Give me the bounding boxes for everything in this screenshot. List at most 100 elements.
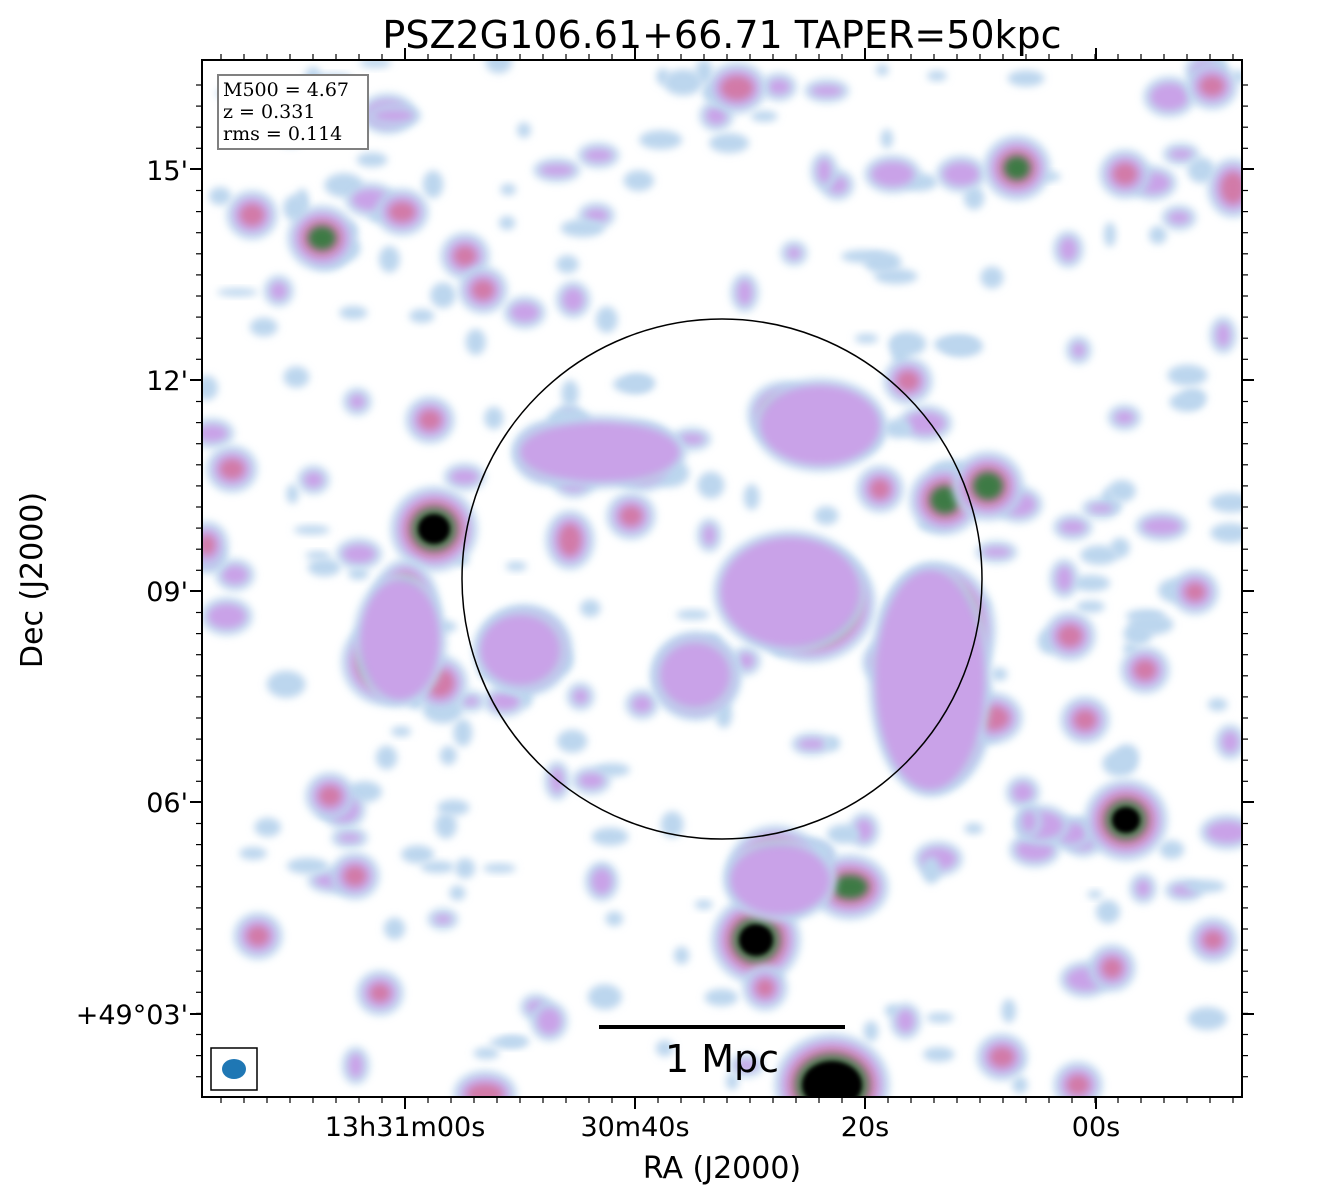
emission-blob [1169,149,1193,160]
emission-blob [239,846,268,860]
y-tick-label: 15' [146,156,188,187]
emission-blob [591,868,613,895]
emission-blob [422,170,444,199]
emission-blob [348,568,369,580]
emission-blob [756,979,774,997]
emission-blob [342,544,376,564]
emission-blob [472,280,494,300]
emission-blob [705,106,727,125]
emission-blob [1135,879,1151,898]
emission-blob [1210,492,1242,513]
emission-blob [1007,70,1045,87]
emission-blob [1113,163,1137,185]
y-tick-label: 12' [146,366,188,397]
emission-blob [990,1047,1014,1067]
emission-blob [639,130,683,150]
emission-blob [883,419,913,439]
emission-blob [1072,575,1111,592]
emission-blob [767,79,791,95]
emission-blob [400,845,435,864]
emission-blob [870,479,890,499]
emission-blob [655,1040,674,1057]
emission-blob [673,946,690,965]
x-tick-label: 00s [1072,1112,1120,1143]
emission-blob [573,688,588,704]
emission-blob [220,459,244,479]
emission-blob [620,506,642,526]
emission-blob [1216,323,1231,348]
y-tick-label: +49°03' [76,1000,188,1031]
emission-blob [1187,157,1215,184]
emission-blob [926,1012,954,1023]
emission-blob [854,333,879,344]
emission-blob [303,471,324,488]
emission-blob [465,328,486,356]
emission-blob [694,899,713,910]
emission-blob [1095,899,1121,924]
emission-blob [307,558,341,577]
emission-blob [1058,625,1082,647]
emission-blob [374,110,415,121]
emission-blob [927,70,947,82]
emission-blob [1012,782,1034,803]
emission-blob [356,152,388,168]
tick-marks [190,48,1254,1109]
emission-blob [1080,545,1119,565]
emission-blob [737,279,753,306]
emission-blob [339,306,368,320]
emission-blob [817,158,832,184]
emission-blob [467,1084,503,1097]
emission-blob [595,306,618,333]
emission-blob [1148,225,1167,245]
x-tick-label: 30m40s [580,1112,689,1143]
emission-blob [1102,750,1138,777]
emission-blob [453,718,473,747]
emission-blob [348,1053,364,1078]
emission-blob [286,484,299,504]
emission-blob [319,786,341,806]
emission-blob [473,1047,500,1060]
emission-blob [484,406,504,430]
emission-blob [622,373,656,393]
emission-blob [360,580,440,700]
emission-blob [1067,1075,1089,1095]
emission-blob [480,615,560,685]
emission-blob [605,911,624,927]
radio-emission-map [202,60,1242,1097]
info-line-rms: rms = 0.114 [223,123,342,145]
emission-blob [516,122,531,138]
y-tick-label: 09' [146,577,188,608]
emission-blob [695,60,713,84]
emission-blob [450,469,479,485]
emission-blob [338,833,362,843]
emission-blob [631,695,652,713]
emission-blob [973,472,1003,500]
emission-blob [897,371,919,391]
emission-blob [1088,504,1114,513]
emission-blob [591,827,629,846]
chart-title: PSZ2G106.61+66.71 TAPER=50kpc [382,13,1061,57]
emission-blob [832,875,868,899]
emission-blob [1221,172,1242,204]
emission-blob [455,858,476,879]
emission-blob [1074,710,1096,730]
x-axis-label: RA (J2000) [643,1151,801,1186]
emission-blob [485,60,512,74]
x-tick-label: 20s [841,1112,889,1143]
emission-blob [1123,622,1153,646]
emission-blob [1159,840,1185,859]
emission-blob [704,988,739,1006]
emission-blob [826,824,860,844]
emission-blob [286,857,329,874]
emission-blob [721,76,753,100]
emission-blob [1112,807,1140,833]
emission-blob [874,268,918,285]
emission-blob [1004,156,1030,180]
emission-blob [1087,890,1103,899]
emission-blob [802,1061,862,1097]
emission-blob [578,773,605,789]
emission-blob [905,411,946,435]
emission-blob [824,735,841,751]
emission-blob [1107,479,1136,503]
